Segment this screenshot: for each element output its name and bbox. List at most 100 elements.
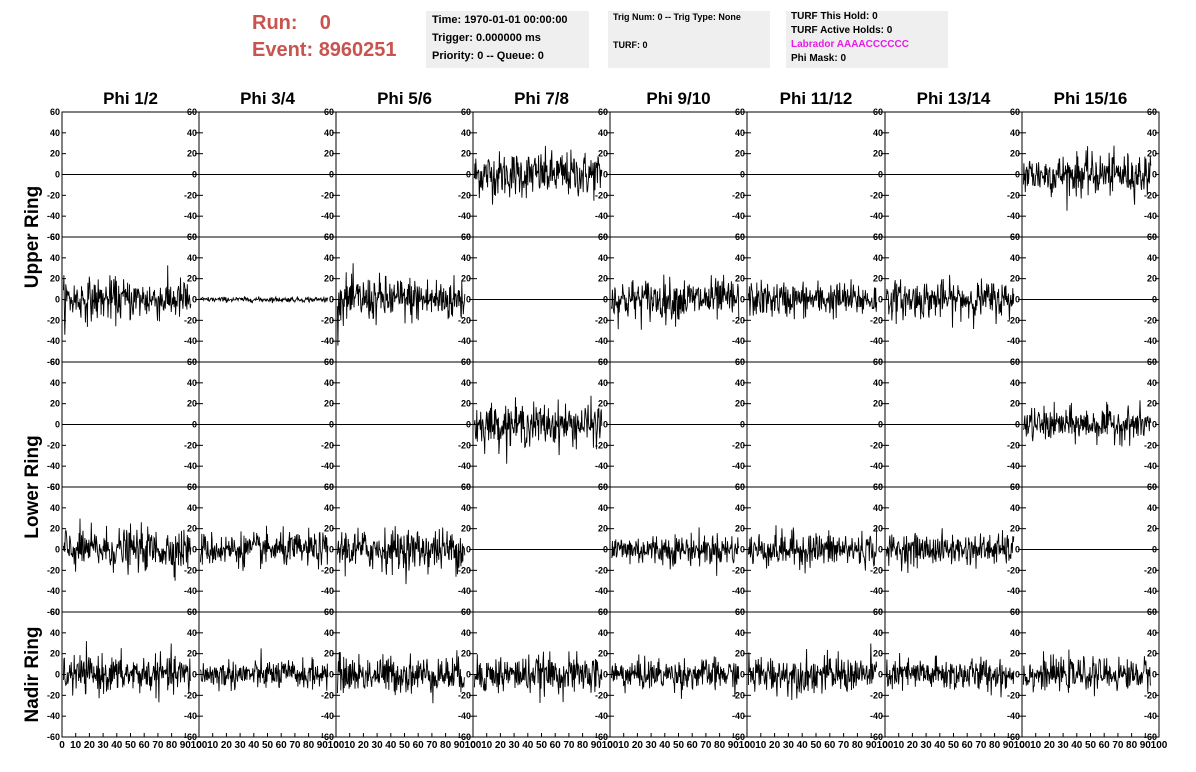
y-tick-label: 0	[55, 670, 60, 680]
y-tick-label: 60	[324, 232, 334, 242]
y-tick-label: 40	[324, 253, 334, 263]
y-tick-label: 20	[461, 399, 471, 409]
y-tick-label: 40	[324, 628, 334, 638]
x-tick-label: 30	[921, 740, 933, 751]
y-tick-label: 20	[50, 149, 60, 159]
y-tick-label: -20	[732, 440, 745, 450]
y-tick-label: -60	[732, 732, 745, 742]
x-tick-label: 30	[235, 740, 247, 751]
waveform-trace	[62, 641, 192, 703]
y-tick-label: 60	[735, 232, 745, 242]
y-tick-label: 40	[187, 628, 197, 638]
y-tick-label: 0	[329, 545, 334, 555]
y-tick-label: -40	[595, 461, 608, 471]
y-tick-label: 40	[598, 253, 608, 263]
y-tick-label: 60	[324, 482, 334, 492]
y-tick-label: 0	[740, 295, 745, 305]
y-tick-label: 40	[187, 503, 197, 513]
y-tick-label: 20	[324, 149, 334, 159]
y-tick-label: -20	[732, 315, 745, 325]
y-tick-label: 0	[1015, 670, 1020, 680]
y-tick-label: 40	[187, 253, 197, 263]
x-tick-label: 40	[111, 740, 123, 751]
x-tick-label: 40	[385, 740, 397, 751]
x-tick-label: 60	[413, 740, 425, 751]
y-tick-label: 40	[1147, 628, 1157, 638]
waveform-trace	[885, 528, 1015, 574]
y-tick-label: 60	[461, 357, 471, 367]
y-tick-label: -60	[458, 732, 471, 742]
waveform-trace	[199, 525, 329, 571]
x-tick-label: 90	[591, 740, 603, 751]
y-tick-label: 40	[50, 378, 60, 388]
x-tick-label: 90	[454, 740, 466, 751]
x-tick-label: 100	[1151, 740, 1168, 751]
x-tick-label: 0	[1019, 740, 1025, 751]
y-tick-label: 40	[598, 128, 608, 138]
y-tick-label: -40	[458, 586, 471, 596]
x-tick-label: 20	[358, 740, 370, 751]
y-tick-label: 20	[1147, 399, 1157, 409]
waveform-trace	[200, 295, 329, 304]
y-tick-label: -40	[1144, 586, 1157, 596]
y-tick-label: 40	[1010, 378, 1020, 388]
x-tick-label: 80	[714, 740, 726, 751]
x-tick-label: 0	[59, 740, 65, 751]
y-tick-label: 40	[873, 628, 883, 638]
y-tick-label: 0	[192, 295, 197, 305]
y-tick-label: 60	[735, 482, 745, 492]
y-tick-label: 40	[324, 503, 334, 513]
y-tick-label: -40	[47, 711, 60, 721]
y-tick-label: -60	[1144, 732, 1157, 742]
waveform-trace	[1022, 145, 1152, 211]
y-tick-label: -20	[1144, 190, 1157, 200]
y-tick-label: -40	[595, 211, 608, 221]
x-tick-label: 60	[1099, 740, 1111, 751]
y-tick-label: 40	[1147, 128, 1157, 138]
y-tick-label: -40	[321, 336, 334, 346]
y-tick-label: 60	[324, 107, 334, 117]
y-tick-label: 60	[187, 357, 197, 367]
y-tick-label: -60	[47, 482, 60, 492]
y-tick-label: 20	[598, 149, 608, 159]
y-tick-label: -40	[870, 586, 883, 596]
x-tick-label: 60	[550, 740, 562, 751]
x-tick-label: 20	[221, 740, 233, 751]
y-tick-label: -20	[595, 190, 608, 200]
x-tick-label: 90	[1140, 740, 1152, 751]
y-tick-label: -40	[458, 336, 471, 346]
x-tick-label: 20	[84, 740, 96, 751]
y-tick-label: 0	[1015, 295, 1020, 305]
y-tick-label: -20	[1144, 315, 1157, 325]
x-tick-label: 100	[328, 740, 345, 751]
y-tick-label: 60	[1147, 482, 1157, 492]
y-tick-label: -40	[732, 336, 745, 346]
y-tick-label: 0	[1015, 545, 1020, 555]
y-tick-label: 40	[1010, 128, 1020, 138]
y-tick-label: -60	[47, 732, 60, 742]
y-tick-label: -60	[870, 732, 883, 742]
y-tick-label: 60	[1147, 607, 1157, 617]
y-tick-label: 0	[466, 545, 471, 555]
y-tick-label: 40	[187, 128, 197, 138]
y-tick-label: 60	[873, 232, 883, 242]
y-tick-label: -20	[321, 440, 334, 450]
x-tick-label: 80	[440, 740, 452, 751]
y-tick-label: -40	[732, 711, 745, 721]
y-tick-label: 60	[598, 607, 608, 617]
waveform-trace	[885, 274, 1015, 330]
phi-mask-text: Phi Mask: 0	[791, 53, 847, 64]
y-tick-label: 40	[598, 503, 608, 513]
y-tick-label: 0	[329, 670, 334, 680]
y-tick-label: 40	[461, 378, 471, 388]
y-tick-label: -20	[1144, 565, 1157, 575]
x-tick-label: 100	[465, 740, 482, 751]
y-tick-label: -40	[458, 211, 471, 221]
y-tick-label: 40	[324, 128, 334, 138]
x-tick-label: 100	[1014, 740, 1031, 751]
y-tick-label: -40	[595, 586, 608, 596]
x-tick-label: 40	[248, 740, 260, 751]
y-tick-label: 40	[735, 503, 745, 513]
y-tick-label: -40	[184, 461, 197, 471]
y-tick-label: 20	[324, 274, 334, 284]
